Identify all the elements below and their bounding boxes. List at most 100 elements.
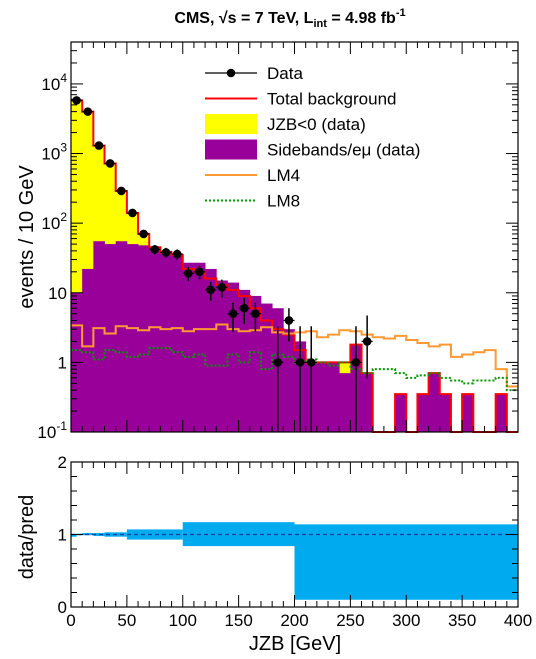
data-point [306,358,316,367]
x-tick-label: 50 [117,611,136,630]
sideband-fill-bar [283,329,295,432]
y-tick-label: 103 [41,141,67,164]
legend-label: Data [267,64,303,83]
ratio-uncertainty-band [182,522,295,547]
legend-entry: Total background [205,90,396,109]
sideband-fill-bar [238,289,251,432]
sideband-fill-bar [205,268,217,432]
data-point [116,186,126,196]
sideband-fill-bar [227,282,240,432]
sideband-fill-bar [93,241,105,432]
sideband-fill-bar [182,262,195,432]
data-point [217,282,227,292]
main-y-axis-label: events / 10 GeV [16,165,38,309]
ratio-y-tick-label: 2 [58,453,67,472]
sideband-fill-bar [138,245,150,432]
legend-entry: LM8 [205,192,300,211]
sideband-fill-bar [439,394,452,432]
legend-entry: Sidebands/eμ (data) [205,139,420,160]
legend-label: Total background [267,90,396,109]
sideband-fill-bar [160,250,172,432]
sideband-fill-bar [328,362,340,432]
data-point [228,309,238,319]
data-point [351,358,361,367]
sideband-fill-bar [316,362,329,432]
ratio-uncertainty-band [126,529,183,540]
y-tick-label: 1 [58,353,67,372]
sideband-fill-bar [104,244,117,432]
legend-label: LM4 [267,166,300,185]
sideband-fill-bar [115,241,128,432]
legend-entry: JZB<0 (data) [205,114,366,134]
ratio-uncertainty-band [93,533,105,536]
ratio-y-tick-label: 0 [58,598,67,617]
y-tick-label: 102 [41,210,67,233]
sideband-fill-bar [361,373,374,432]
x-tick-label: 350 [448,611,476,630]
x-tick-label: 300 [392,611,420,630]
legend-data-marker [226,68,236,78]
sideband-fill-bar [428,373,441,432]
ratio-plot-panel: 0 1 2 0 50 100 150 200 250 300 350 400 data/pred JZ… [16,453,532,655]
sideband-fill-bar [417,394,429,432]
x-tick-label: 400 [504,611,532,630]
lm8-line [71,347,518,392]
data-point [105,159,115,168]
sideband-fill-bar [462,394,474,432]
data-point [184,269,193,278]
data-point [161,248,171,257]
data-point [284,316,294,325]
jzb-fill-bar [71,100,83,433]
y-tick-label: 104 [41,71,67,94]
sideband-fill-bar [171,254,184,432]
sideband-fill-bar [339,373,351,432]
x-tick-label: 0 [66,611,75,630]
data-point [128,208,137,218]
x-tick-label: 100 [169,611,197,630]
x-tick-label: 250 [336,611,364,630]
sideband-fill-bar [395,394,407,432]
data-point [150,245,160,254]
ratio-y-axis-label: data/pred [16,495,38,580]
y-tick-label: 10 [48,284,67,303]
legend-fill-swatch [205,114,257,134]
legend-entry: Data [205,64,303,83]
data-point [172,249,182,259]
data-point [295,358,305,367]
sideband-fill-bar [249,295,262,432]
y-tick-label: 10-1 [37,419,67,442]
ratio-y-tick-label: 1 [58,526,67,545]
data-point [83,107,93,116]
data-point [72,96,81,105]
data-point [94,141,104,150]
x-tick-label: 150 [224,611,252,630]
sideband-fill-bar [495,394,508,432]
legend-entry: LM4 [205,166,300,185]
data-point [362,337,372,346]
sideband-fill-bar [126,244,139,432]
x-tick-label: 200 [280,611,308,630]
legend-label: JZB<0 (data) [267,115,366,134]
sideband-fill-bar [216,280,228,432]
data-point [239,303,249,313]
legend: Data Total background JZB<0 (data) Sideband… [205,64,420,211]
legend-label: Sidebands/eμ (data) [267,141,420,160]
chart-title: CMS, √s = 7 TeV, Lint = 4.98 fb-1 [174,7,405,30]
legend-label: LM8 [267,192,300,211]
data-point [195,267,204,277]
legend-fill-swatch [205,139,257,160]
sideband-fill-bar [193,262,206,432]
sideband-fill-bar [260,303,273,432]
data-point [206,285,215,295]
data-point [251,309,260,319]
sideband-fill-bar [149,247,161,432]
ratio-uncertainty-band [294,524,518,600]
sideband-fill-bar [82,268,94,432]
ratio-uncertainty-band [71,533,77,537]
main-plot-panel: 10-1 1 10 102 103 104 events / 10 GeV [16,41,519,442]
data-point [139,229,148,239]
lm4-line [71,323,518,388]
x-axis-label: JZB [GeV] [249,633,341,655]
data-point [273,358,283,367]
